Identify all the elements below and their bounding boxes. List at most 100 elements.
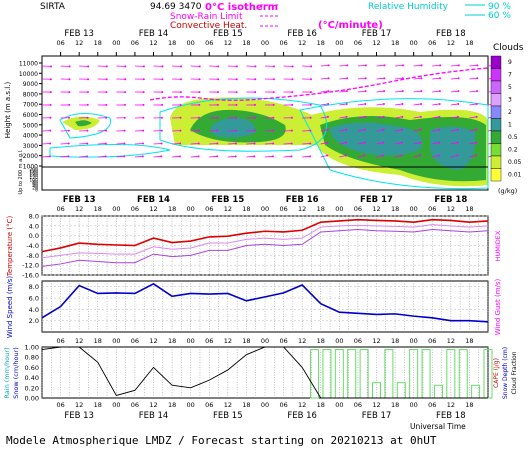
wind-barb xyxy=(320,116,328,119)
day-label-mid: FEB 15 xyxy=(211,195,244,205)
day-label-mid: FEB 16 xyxy=(286,195,319,205)
wind-barb-head xyxy=(327,102,330,105)
hour-tick: 00 xyxy=(335,337,343,345)
hour-tick: 00 xyxy=(410,337,418,345)
wind-barb-head xyxy=(382,141,385,144)
wind-barb-head xyxy=(401,90,404,93)
colorbar-swatch xyxy=(490,80,502,94)
ytick-label: 9000 xyxy=(23,81,38,88)
wind-barb-head xyxy=(309,129,312,132)
wind-barb xyxy=(60,155,69,158)
hour-tick: 18 xyxy=(465,205,473,213)
precip-ytick: 0.00 xyxy=(25,395,39,403)
wind-barb xyxy=(450,155,458,158)
hour-tick: 18 xyxy=(391,205,399,213)
wind-barb-head xyxy=(217,65,220,68)
wind-barb-head xyxy=(198,91,201,94)
hour-tick: 06 xyxy=(279,205,287,213)
wind-barb-head xyxy=(216,103,219,106)
wind-barb-head xyxy=(49,91,52,94)
ytick-label: 6000 xyxy=(23,112,38,119)
wind-barb xyxy=(153,143,162,145)
wind-ytick: 6.0 xyxy=(29,295,39,303)
ytick-label: 11000 xyxy=(19,61,38,68)
wind-barb-head xyxy=(49,116,52,119)
wind-barb xyxy=(172,143,181,145)
wind-barb-head xyxy=(401,102,404,105)
wind-barb-head xyxy=(326,141,329,144)
wind-barb-head xyxy=(68,91,71,94)
wind-barb-head xyxy=(86,129,89,132)
hour-tick: 12 xyxy=(149,337,157,345)
wind-barb-head xyxy=(142,129,145,132)
hour-tick: 06 xyxy=(131,205,139,213)
wind-barb xyxy=(395,142,402,145)
temperature-ytick: 8.0 xyxy=(29,213,39,221)
wind-barb xyxy=(395,64,404,67)
snow-rain-label: Snow-Rain Limit xyxy=(170,12,243,22)
hour-tick: 12 xyxy=(75,205,83,213)
wind-barb xyxy=(469,103,477,106)
wind-barb-head xyxy=(272,116,275,119)
wind-barb-head xyxy=(476,90,479,93)
wind-barb-head xyxy=(309,116,312,119)
wind-barb xyxy=(172,155,181,158)
ytick-label-low: 120 xyxy=(29,175,38,181)
hour-tick-bottom: 00 xyxy=(261,401,269,409)
wind-barb-head xyxy=(180,65,183,68)
wind-barb-head xyxy=(309,91,312,94)
ytick-label-low: 40 xyxy=(32,183,38,189)
hour-tick: 12 xyxy=(298,337,306,345)
wind-barb-head xyxy=(400,141,403,144)
colorbar-label: 1 xyxy=(508,122,512,129)
wind-barb-head xyxy=(123,103,126,106)
day-label-bottom: FEB 16 xyxy=(287,411,317,421)
hour-tick-bottom: 00 xyxy=(335,401,343,409)
wind-barb xyxy=(209,143,218,145)
hour-tick-bottom: 12 xyxy=(75,401,83,409)
precip-ytick: 0.40 xyxy=(25,374,39,382)
rh-contour-2 xyxy=(299,98,489,190)
day-label-top: FEB 15 xyxy=(213,29,243,39)
hour-tick: 18 xyxy=(94,205,102,213)
wind-barb-head xyxy=(309,142,312,145)
wind-barb-head xyxy=(68,116,71,119)
colorbar-swatch xyxy=(490,130,502,144)
ytick-label-low: 200 xyxy=(29,167,38,173)
wind-barb-head xyxy=(476,77,479,80)
wind-barb-head xyxy=(234,142,237,145)
wind-barb-head xyxy=(309,103,312,106)
wind-series-0 xyxy=(41,282,489,323)
wind-barb-head xyxy=(142,78,145,81)
wind-barb-head xyxy=(273,65,276,68)
ytick-label-low: 0 xyxy=(35,188,38,194)
colorbar-label: 0.2 xyxy=(508,147,518,154)
wind-barb-head xyxy=(272,91,275,94)
ytick-label-low: 160 xyxy=(29,171,38,177)
day-label-top: FEB 18 xyxy=(436,29,466,39)
wind-barb-head xyxy=(363,128,366,131)
wind-barb-head xyxy=(253,155,256,158)
wind-barb-head xyxy=(68,78,71,81)
wind-barb-head xyxy=(326,115,329,118)
colorbar-swatch xyxy=(490,68,502,82)
wind-barb-head xyxy=(87,65,90,68)
wind-barb-head xyxy=(50,65,53,68)
colorbar-swatch xyxy=(490,55,502,69)
temperature-ytick: 4.0 xyxy=(29,222,39,230)
ytick-label: 1000 xyxy=(23,164,38,171)
wind-barb xyxy=(413,129,421,132)
hour-tick-bottom: 12 xyxy=(149,401,157,409)
colorbar-label: 3 xyxy=(508,97,512,104)
wind-barb-head xyxy=(67,155,70,158)
cape-ylabel: CAPE (J/g) xyxy=(493,358,500,388)
wind-barb-head xyxy=(475,128,478,131)
wind-barb-head xyxy=(437,154,440,157)
wind-barb-head xyxy=(104,142,107,145)
wind-barb xyxy=(190,155,199,158)
hour-tick-bottom: 12 xyxy=(298,401,306,409)
wind-barb-head xyxy=(160,155,163,158)
hour-tick-bottom: 12 xyxy=(372,401,380,409)
wind-barb-head xyxy=(178,155,181,158)
hour-tick-top: 18 xyxy=(391,39,399,47)
